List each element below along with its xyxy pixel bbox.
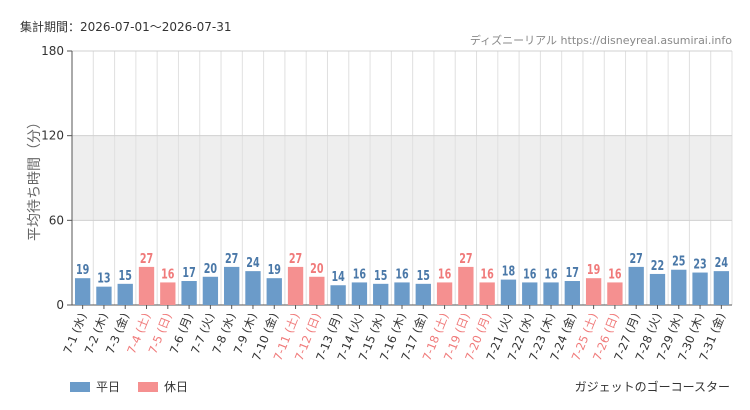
bar-value-label: 20 — [204, 261, 217, 276]
bar — [692, 272, 708, 305]
bar-value-label: 27 — [289, 251, 302, 266]
y-tick-label: 60 — [49, 213, 64, 227]
bar — [330, 285, 346, 305]
bar — [628, 266, 644, 305]
bar-value-label: 17 — [566, 265, 579, 280]
y-tick-label: 180 — [41, 44, 64, 58]
bar-value-label: 27 — [630, 251, 643, 266]
bar — [202, 276, 219, 305]
legend: 平日 休日 — [70, 378, 206, 395]
weekday-swatch — [70, 381, 90, 392]
bar-value-label: 16 — [353, 266, 366, 281]
bar-value-label: 20 — [310, 261, 323, 276]
bar-value-label: 18 — [502, 264, 515, 279]
bar-value-label: 16 — [480, 266, 493, 281]
bar-value-label: 16 — [608, 266, 621, 281]
bar-value-label: 15 — [374, 268, 387, 283]
bar — [138, 266, 155, 305]
bar — [373, 283, 389, 305]
bar-value-label: 24 — [246, 255, 259, 270]
y-tick-label: 120 — [41, 129, 64, 143]
aggregation-period: 集計期間：2026-07-01〜2026-07-31 — [20, 20, 232, 34]
bar — [671, 269, 687, 305]
bar — [522, 282, 538, 305]
bar — [607, 282, 623, 305]
bar-value-label: 16 — [438, 266, 451, 281]
attraction-name: ガジェットのゴーコースター — [574, 380, 730, 394]
legend-weekday-label: 平日 — [96, 380, 121, 394]
bar-value-label: 16 — [395, 266, 408, 281]
holiday-swatch — [138, 381, 159, 392]
bar-value-label: 27 — [459, 251, 472, 266]
bar-value-label: 19 — [76, 262, 89, 277]
bar — [224, 266, 240, 305]
bar-value-label: 15 — [119, 268, 132, 283]
bar — [266, 278, 282, 305]
bar-value-label: 19 — [268, 262, 281, 277]
bar — [117, 283, 133, 305]
bar — [415, 283, 431, 305]
bar-value-label: 22 — [651, 258, 664, 273]
legend-holiday-label: 休日 — [164, 380, 189, 394]
bar-value-label: 16 — [523, 266, 536, 281]
bar-value-label: 27 — [225, 251, 238, 266]
bar — [564, 281, 580, 305]
bar — [245, 271, 261, 305]
site-credit: ディズニーリアル https://disneyreal.asumirai.inf… — [469, 34, 732, 47]
legend-weekday: 平日 — [70, 378, 120, 395]
bar — [479, 282, 495, 305]
bar — [351, 282, 368, 305]
bar-value-label: 19 — [587, 262, 600, 277]
bar-value-label: 17 — [182, 265, 195, 280]
bar — [394, 282, 410, 305]
bar — [96, 286, 112, 305]
bar-value-label: 14 — [331, 269, 344, 284]
bar — [543, 282, 559, 305]
shaded-band — [72, 135, 732, 221]
bar-value-label: 25 — [672, 254, 685, 269]
bar-value-label: 23 — [693, 257, 706, 272]
legend-holiday: 休日 — [138, 378, 188, 395]
y-tick-label: 0 — [56, 298, 64, 312]
bar-value-label: 27 — [140, 251, 153, 266]
bar-value-label: 24 — [715, 255, 728, 270]
bar — [74, 278, 91, 305]
bar — [436, 282, 453, 305]
bar-value-label: 13 — [97, 271, 110, 286]
bar — [458, 266, 474, 305]
bar-value-label: 16 — [544, 266, 557, 281]
bar — [287, 266, 304, 305]
bar-value-label: 15 — [417, 268, 430, 283]
bar — [713, 271, 730, 305]
bar — [160, 282, 176, 305]
bar — [649, 273, 666, 305]
bar — [309, 276, 325, 305]
bar — [500, 279, 517, 305]
bar-value-label: 16 — [161, 266, 174, 281]
bar — [585, 278, 602, 305]
bar — [181, 281, 197, 305]
